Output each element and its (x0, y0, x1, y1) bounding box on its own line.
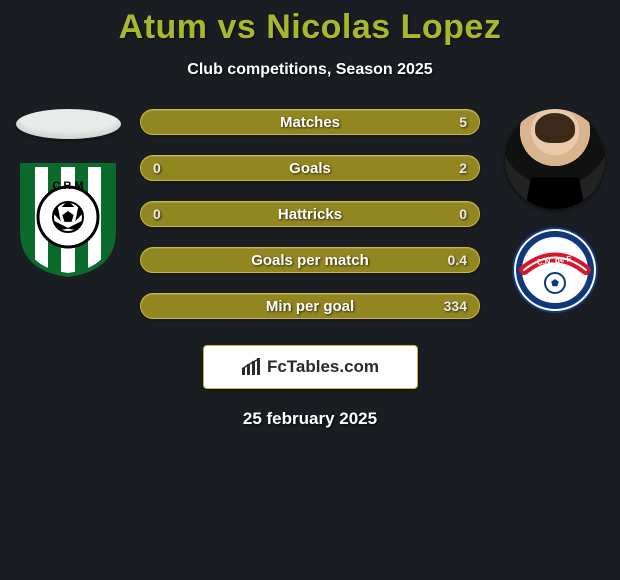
stat-label: Goals (289, 160, 331, 177)
stat-row: Matches 5 (140, 109, 480, 135)
stat-label: Matches (280, 114, 340, 131)
stat-row: 0 Goals 2 (140, 155, 480, 181)
comparison-panel: C R M (0, 109, 620, 429)
page-subtitle: Club competitions, Season 2025 (0, 61, 620, 79)
player-right-photo (505, 109, 605, 209)
stat-value-left: 0 (153, 156, 161, 180)
stat-row: Goals per match 0.4 (140, 247, 480, 273)
player-left-photo-placeholder (16, 109, 121, 139)
stat-value-right: 0 (459, 202, 467, 226)
comparison-date: 25 february 2025 (10, 409, 610, 429)
site-badge[interactable]: FcTables.com (203, 345, 418, 389)
bar-chart-icon (241, 358, 261, 376)
site-label: FcTables.com (267, 357, 379, 377)
svg-text:C R M: C R M (52, 180, 83, 192)
stat-value-right: 0.4 (448, 248, 467, 272)
stat-label: Hattricks (278, 206, 342, 223)
stat-value-right: 2 (459, 156, 467, 180)
player-right-column: C.N. de F. (500, 109, 610, 313)
club-crest-left: C R M (18, 161, 118, 277)
club-crest-right: C.N. de F. (512, 227, 598, 313)
stat-label: Goals per match (251, 252, 369, 269)
stat-value-left: 0 (153, 202, 161, 226)
stat-value-right: 5 (459, 110, 467, 134)
stat-label: Min per goal (266, 298, 354, 315)
player-left-column: C R M (8, 109, 128, 277)
stat-row: 0 Hattricks 0 (140, 201, 480, 227)
stat-row: Min per goal 334 (140, 293, 480, 319)
page-title: Atum vs Nicolas Lopez (0, 0, 620, 47)
stats-list: Matches 5 0 Goals 2 0 Hattricks 0 Goals … (140, 109, 480, 319)
stat-value-right: 334 (444, 294, 467, 318)
